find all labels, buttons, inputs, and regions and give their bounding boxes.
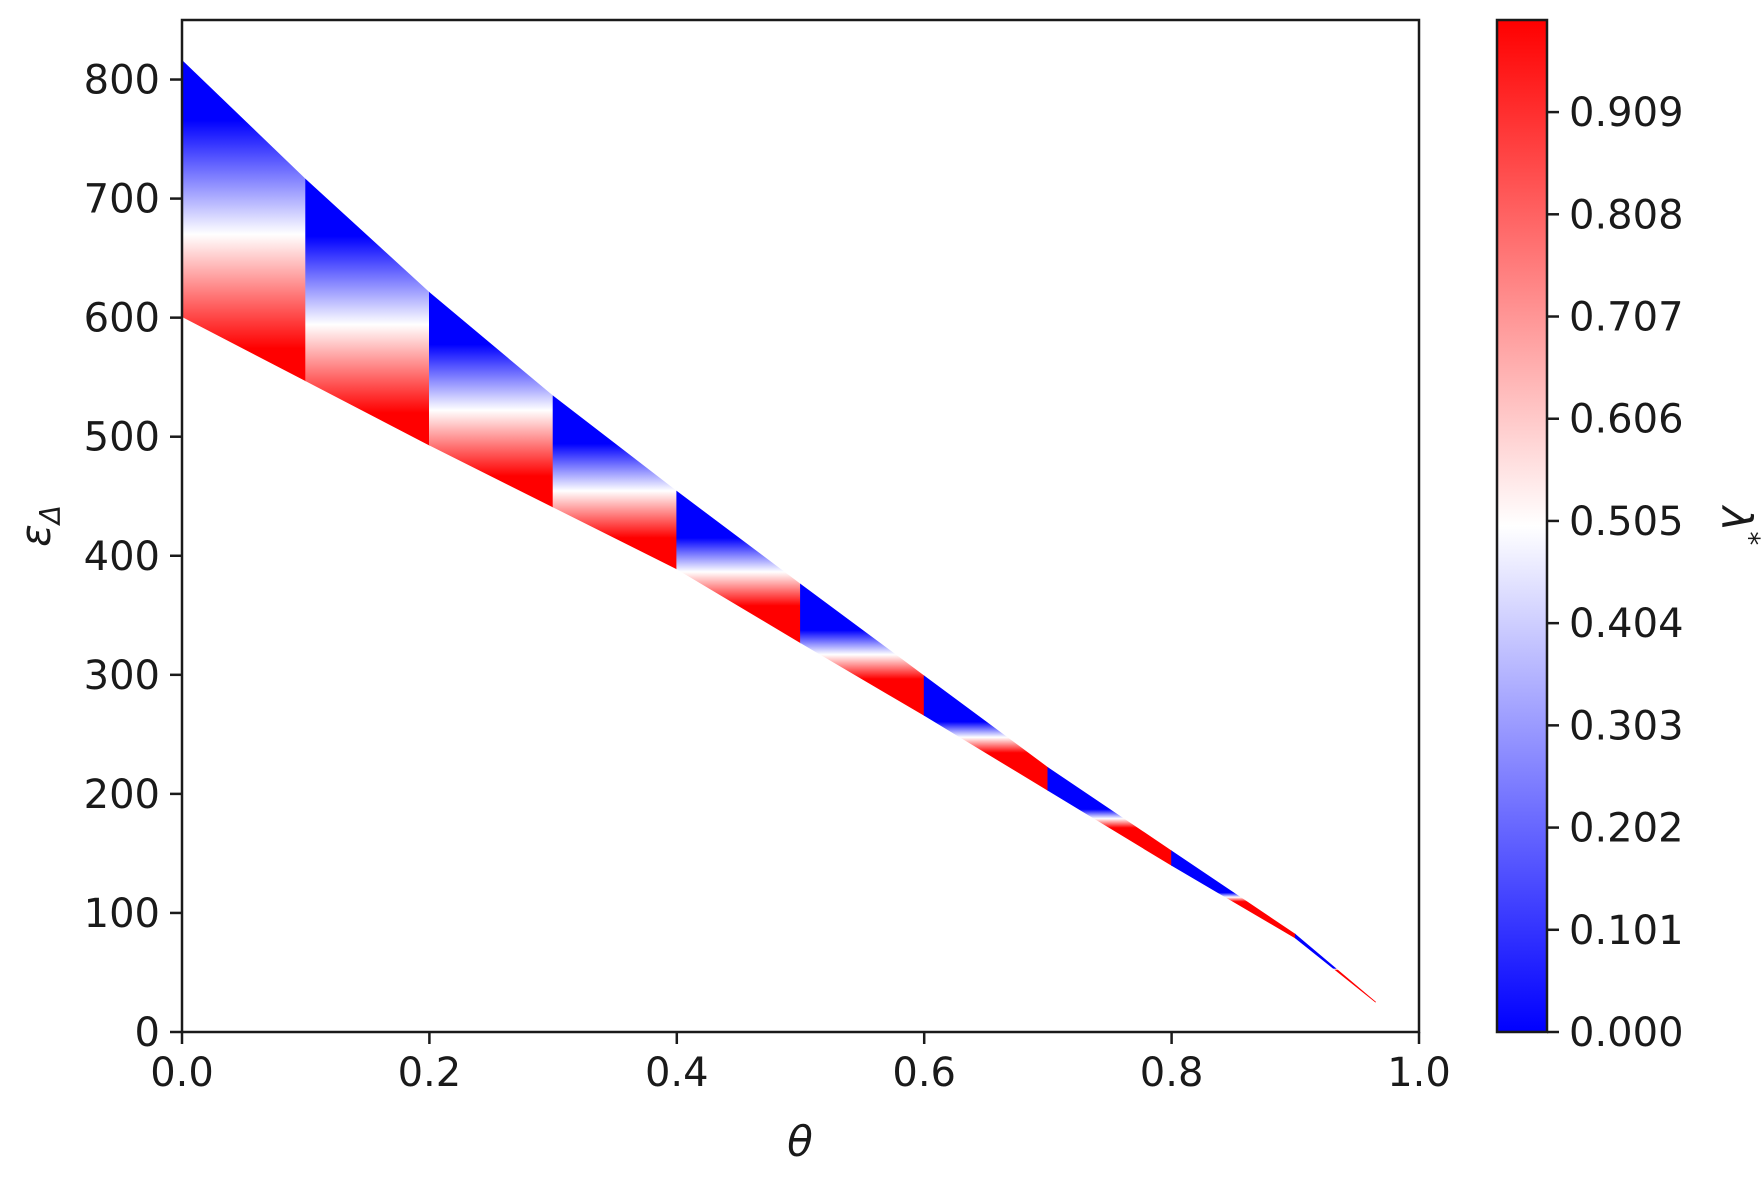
lambda-band [181,59,1376,1003]
colorbar-tick-label: 0.606 [1569,397,1684,443]
y-tick-label: 700 [84,177,160,223]
x-tick-label: 0.4 [645,1050,709,1096]
colorbar-tick-label: 0.101 [1569,908,1684,954]
colorbar-tick-label: 0.808 [1569,192,1684,238]
x-axis: 0.0 0.2 0.4 0.6 0.8 1.0 [150,1032,1451,1096]
colorbar-tick-label: 0.707 [1569,295,1684,341]
y-tick-label: 0 [135,1010,160,1056]
x-tick-label: 0.8 [1140,1050,1204,1096]
band-segment [1047,766,1172,867]
colorbar-tick-label: 0.202 [1569,806,1684,852]
band-segment [800,583,925,717]
y-tick-label: 500 [84,415,160,461]
y-tick-label: 200 [84,772,160,818]
band-segment [676,490,801,644]
colorbar-ticks: 0.000 0.101 0.202 0.303 0.404 0.505 0.606 0.707… [1547,90,1684,1056]
band-segment [1171,850,1296,939]
x-axis-label: θ [787,1117,813,1166]
colorbar: 0.000 0.101 0.202 0.303 0.404 0.505 0.606 0.707… [1495,18,1761,1056]
colorbar-label: λ* [1712,505,1761,546]
y-axis-label-subscript: Δ [34,505,67,526]
band-segment [181,59,307,382]
colorbar-tick-label: 0.505 [1569,499,1684,545]
band-segment [552,395,678,570]
colorbar-tick-label: 0.404 [1569,601,1684,647]
y-axis-label: εΔ [11,505,67,547]
colorbar-gradient [1497,20,1547,1032]
y-axis: 0 100 200 300 400 500 600 700 800 [84,58,182,1056]
band-segment [428,291,554,508]
band-segment [305,178,430,446]
colorbar-tick-label: 0.000 [1569,1010,1684,1056]
colorbar-frame [1495,18,1549,1034]
plot-area [180,18,1421,1034]
y-tick-label: 300 [84,653,160,699]
y-tick-label: 400 [84,534,160,580]
colorbar-label-superscript: * [1733,531,1761,545]
y-tick-label: 100 [84,891,160,937]
x-tick-label: 0.2 [398,1050,462,1096]
band-segment [1294,933,1376,1003]
y-tick-label: 600 [84,296,160,342]
x-tick-label: 0.6 [892,1050,956,1096]
colorbar-tick-label: 0.909 [1569,90,1684,136]
plot-frame [180,18,1421,1034]
colorbar-tick-label: 0.303 [1569,703,1684,749]
x-tick-label: 0.0 [150,1050,214,1096]
y-tick-label: 800 [84,58,160,104]
x-tick-label: 1.0 [1387,1050,1451,1096]
y-axis-label-symbol: ε [11,524,60,547]
band-segment [923,675,1049,792]
colorbar-label-symbol: λ [1712,505,1761,532]
